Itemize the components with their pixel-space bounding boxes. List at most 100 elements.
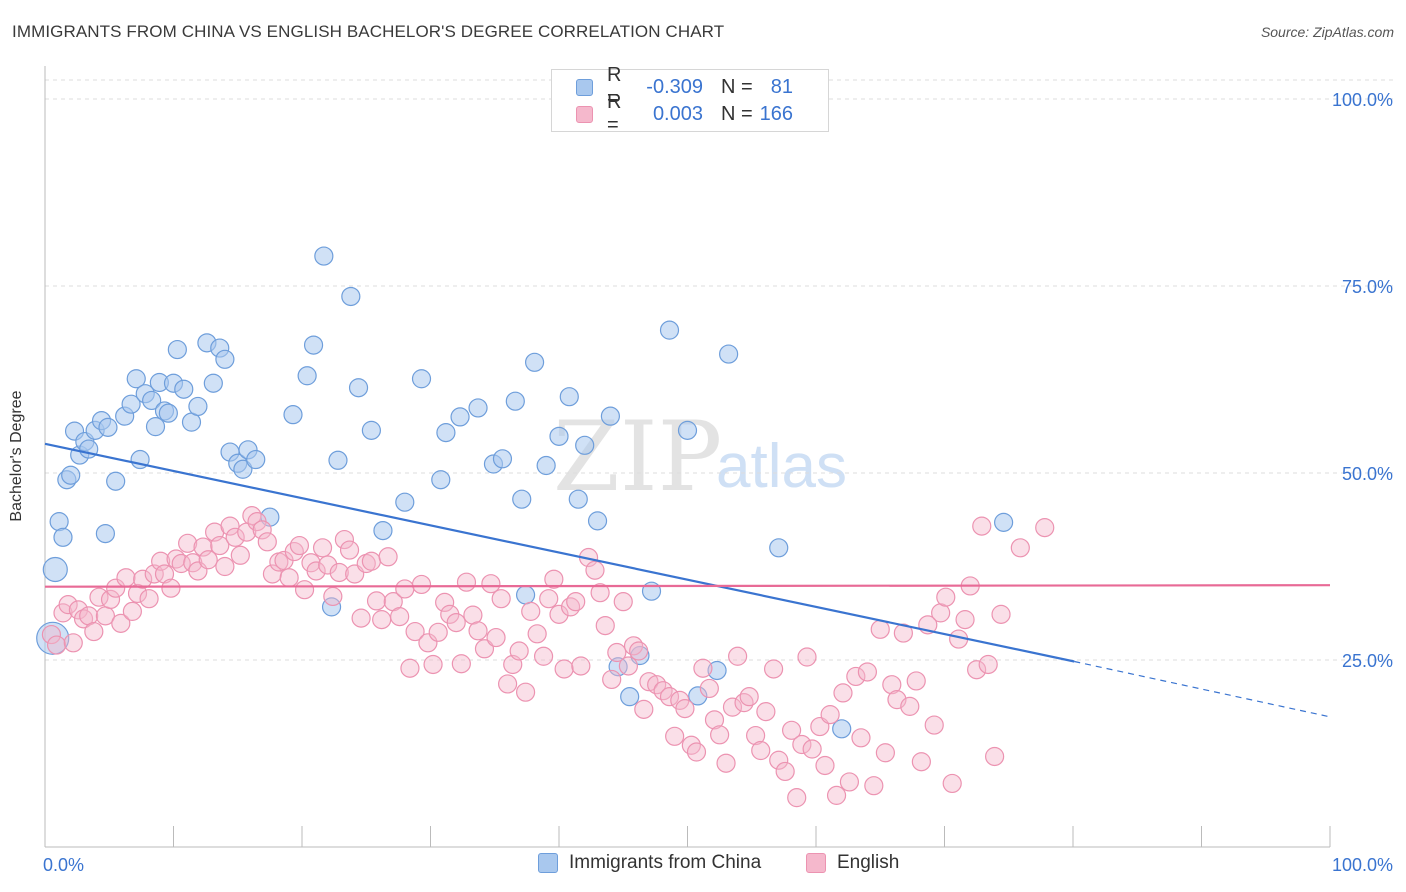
data-point-china bbox=[719, 344, 739, 364]
y-tick-label: 75.0% bbox=[1342, 277, 1393, 297]
data-point-english bbox=[378, 547, 398, 567]
legend-item-english[interactable]: English bbox=[806, 852, 899, 874]
data-point-english bbox=[882, 675, 902, 695]
data-point-english bbox=[686, 742, 707, 762]
data-point-english bbox=[539, 589, 559, 609]
legend-swatch-pink bbox=[806, 853, 826, 873]
data-point-english bbox=[846, 666, 866, 687]
data-point-china bbox=[233, 459, 253, 479]
legend-label-china: Immigrants from China bbox=[569, 852, 762, 873]
data-point-english bbox=[739, 687, 759, 707]
data-point-china bbox=[53, 527, 73, 547]
data-point-english bbox=[361, 551, 381, 571]
data-point-china bbox=[575, 435, 595, 455]
legend-n-label: N = bbox=[721, 102, 753, 125]
data-point-china bbox=[328, 450, 348, 470]
data-point-english bbox=[486, 627, 506, 648]
data-point-china bbox=[395, 492, 415, 512]
trend-line-china-extension bbox=[1074, 660, 1331, 718]
data-point-english bbox=[46, 635, 67, 655]
data-point-china bbox=[106, 471, 126, 491]
data-point-china bbox=[174, 379, 194, 399]
data-point-china bbox=[468, 398, 488, 418]
data-point-english bbox=[351, 608, 371, 628]
data-point-english bbox=[820, 705, 840, 725]
legend-swatch-blue bbox=[576, 78, 593, 96]
trend-line-china bbox=[44, 442, 1075, 663]
legend-n-label: N = bbox=[721, 75, 753, 98]
data-point-china bbox=[42, 556, 68, 583]
data-point-english bbox=[468, 621, 488, 641]
data-point-english bbox=[851, 728, 871, 748]
data-point-english bbox=[826, 785, 847, 805]
data-point-english bbox=[446, 612, 466, 633]
data-point-english bbox=[198, 550, 218, 570]
data-point-english bbox=[1010, 538, 1030, 558]
data-point-english bbox=[792, 734, 812, 755]
data-point-china bbox=[283, 405, 303, 425]
data-point-english bbox=[864, 776, 884, 796]
data-point-english bbox=[978, 654, 998, 675]
legend-item-china[interactable]: Immigrants from China bbox=[538, 852, 761, 874]
data-point-english bbox=[111, 613, 131, 633]
y-tick-label: 25.0% bbox=[1342, 651, 1393, 671]
data-point-english bbox=[178, 533, 198, 553]
data-point-english bbox=[456, 572, 477, 592]
data-point-english bbox=[936, 587, 956, 607]
data-point-china bbox=[524, 352, 545, 372]
data-point-china bbox=[431, 470, 451, 490]
data-point-english bbox=[100, 589, 121, 610]
data-point-english bbox=[405, 621, 425, 642]
data-point-english bbox=[839, 772, 860, 792]
legend-row-english: R = 0.003 N = 166 bbox=[576, 91, 793, 136]
data-point-china bbox=[450, 407, 470, 427]
data-point-china bbox=[49, 512, 69, 532]
data-point-english bbox=[710, 725, 730, 745]
data-point-english bbox=[242, 506, 262, 526]
data-point-english bbox=[756, 702, 776, 722]
x-tick-label-min: 0.0% bbox=[43, 855, 84, 875]
data-point-english bbox=[560, 597, 581, 617]
data-point-english bbox=[498, 674, 518, 694]
data-point-china bbox=[568, 489, 588, 509]
data-point-english bbox=[634, 699, 654, 719]
data-point-english bbox=[127, 583, 148, 604]
data-point-english bbox=[84, 621, 104, 642]
legend-n-value: 166 bbox=[759, 102, 793, 125]
y-tick-label: 100.0% bbox=[1332, 90, 1393, 110]
data-point-english bbox=[585, 560, 605, 580]
data-point-english bbox=[722, 697, 743, 717]
data-point-english bbox=[411, 574, 432, 595]
data-point-english bbox=[68, 600, 89, 620]
series-legend: Immigrants from China English bbox=[0, 852, 1406, 878]
data-point-english bbox=[89, 587, 109, 607]
data-point-english bbox=[991, 604, 1011, 624]
data-point-english bbox=[613, 592, 633, 612]
data-point-english bbox=[769, 750, 789, 770]
data-point-english bbox=[372, 610, 392, 630]
data-point-china bbox=[142, 390, 162, 411]
data-point-english bbox=[527, 624, 547, 644]
data-point-english bbox=[215, 556, 235, 577]
data-point-china bbox=[145, 417, 166, 437]
data-point-english bbox=[623, 636, 644, 656]
data-point-english bbox=[972, 516, 992, 536]
data-point-china bbox=[659, 320, 680, 340]
data-point-english bbox=[395, 579, 415, 599]
data-point-english bbox=[639, 672, 659, 692]
data-point-china bbox=[549, 426, 569, 446]
data-point-english bbox=[833, 683, 853, 703]
watermark-atlas: atlas bbox=[716, 432, 847, 501]
data-point-english bbox=[618, 656, 638, 676]
data-point-english bbox=[400, 658, 420, 678]
data-point-china bbox=[348, 378, 369, 398]
data-point-china bbox=[707, 660, 727, 681]
data-point-english bbox=[423, 654, 443, 675]
data-point-china bbox=[314, 246, 334, 266]
data-point-english bbox=[193, 537, 213, 557]
legend-swatch-blue bbox=[538, 853, 558, 873]
data-point-english bbox=[306, 561, 326, 581]
legend-row-china: R = -0.309 N = 81 bbox=[576, 64, 793, 109]
data-point-china bbox=[620, 687, 640, 707]
data-point-english bbox=[521, 601, 541, 621]
